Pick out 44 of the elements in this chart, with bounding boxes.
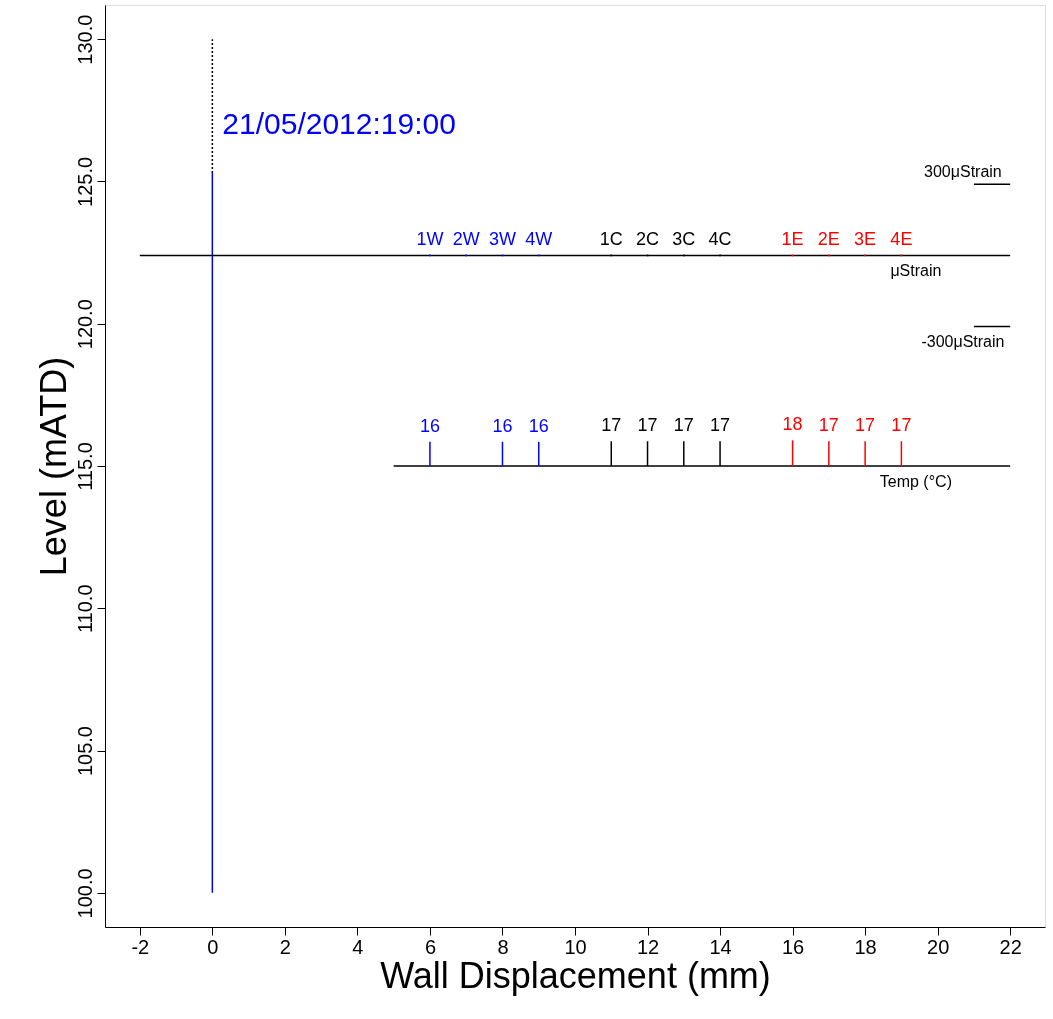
annotation: 1C	[599, 229, 623, 250]
annotation: 16	[419, 415, 440, 436]
annotation: 1E	[781, 229, 804, 250]
annotation: 16	[492, 415, 513, 436]
x-tick-label: 22	[999, 935, 1022, 958]
annotation: 3C	[672, 229, 696, 250]
x-tick-label: 2	[279, 935, 291, 958]
annotation: 17	[818, 415, 839, 436]
x-tick-label: 4	[352, 935, 364, 958]
annotation: 17	[637, 415, 658, 436]
annotation: -300μStrain	[921, 332, 1005, 350]
annotation: 17	[891, 415, 912, 436]
annotation: 2C	[636, 229, 660, 250]
x-tick-label: 16	[781, 935, 805, 958]
annotation: μStrain	[890, 262, 942, 280]
annotation: 18	[782, 414, 803, 435]
y-tick-label: 130.0	[73, 14, 96, 65]
annotation: 3W	[488, 229, 516, 250]
annotation: 2E	[817, 229, 840, 250]
annotation: 4W	[525, 229, 553, 250]
y-tick-label: 115.0	[73, 442, 96, 491]
annotation: 17	[710, 415, 731, 436]
annotation: 21/05/2012:19:00	[222, 106, 456, 140]
annotation: 300μStrain	[924, 163, 1002, 181]
annotation: 16	[528, 415, 549, 436]
y-tick-label: 105.0	[73, 726, 96, 777]
annotation: 2W	[452, 229, 480, 250]
annotation: 17	[673, 415, 694, 436]
x-tick-label: 18	[854, 935, 877, 958]
x-tick-label: 20	[927, 935, 950, 958]
x-tick-label: 0	[207, 935, 219, 958]
y-tick-label: 120.0	[73, 299, 96, 350]
annotation: 4E	[890, 229, 913, 250]
y-axis-title: Level (mATD)	[32, 356, 74, 577]
annotation: 17	[855, 415, 876, 436]
x-tick-label: -2	[131, 935, 150, 958]
y-tick-label: 110.0	[73, 584, 96, 634]
y-tick-label: 125.0	[73, 156, 96, 207]
annotation: 4C	[708, 229, 732, 250]
annotation: 3E	[854, 229, 877, 250]
annotation: 17	[601, 415, 622, 436]
annotation: Temp (°C)	[879, 473, 952, 490]
annotation: 1W	[416, 229, 444, 250]
y-tick-label: 100.0	[73, 868, 96, 919]
